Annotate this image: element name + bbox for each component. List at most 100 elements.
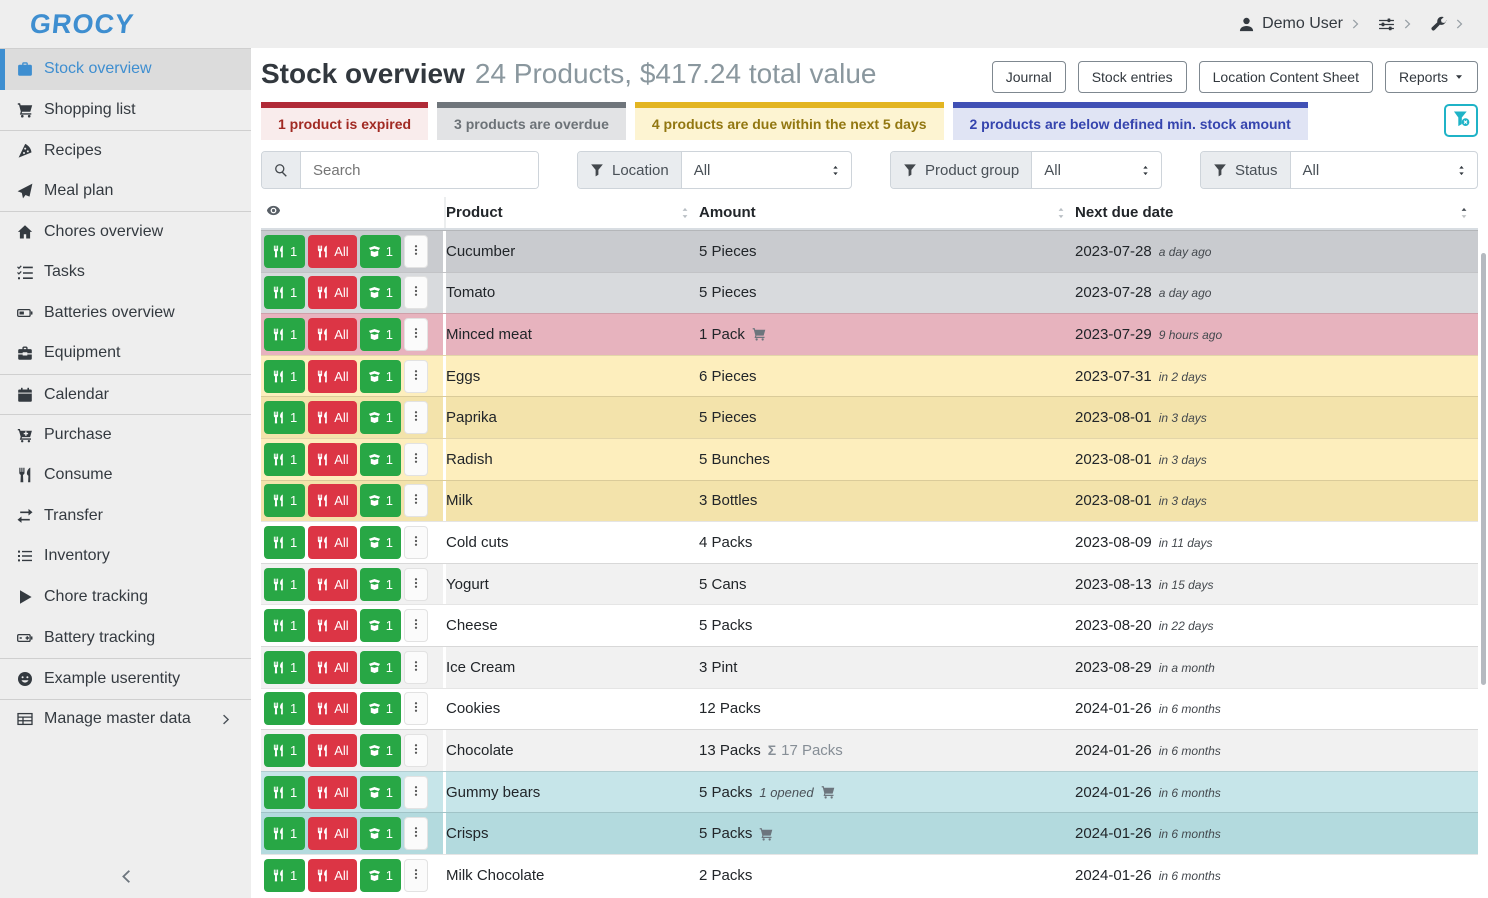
open-one-button[interactable]: 1 (359, 484, 401, 518)
sidebar-item-stock-overview[interactable]: Stock overview (0, 49, 251, 90)
consume-all-button[interactable]: All (308, 317, 357, 351)
consume-one-button[interactable]: 1 (264, 442, 306, 476)
sidebar-item-chore-tracking[interactable]: Chore tracking (0, 577, 251, 618)
row-more-menu-button[interactable] (403, 401, 428, 435)
consume-one-button[interactable]: 1 (264, 525, 306, 559)
consume-one-button[interactable]: 1 (264, 484, 306, 518)
row-more-menu-button[interactable] (403, 609, 428, 643)
sidebar-item-tasks[interactable]: Tasks (0, 252, 251, 293)
product-name[interactable]: Cookies (446, 700, 501, 718)
sidebar-item-meal-plan[interactable]: Meal plan (0, 171, 251, 212)
row-more-menu-button[interactable] (403, 775, 428, 809)
consume-all-button[interactable]: All (308, 609, 357, 643)
sidebar-item-batteries-overview[interactable]: Batteries overview (0, 293, 251, 334)
banner-below-min-stock[interactable]: 2 products are below defined min. stock … (952, 102, 1308, 140)
settings-menu[interactable] (1378, 16, 1414, 33)
sort-icon-next-due-date[interactable] (1458, 207, 1470, 219)
product-name[interactable]: Cheese (446, 617, 498, 635)
journal-button[interactable]: Journal (991, 61, 1066, 93)
consume-one-button[interactable]: 1 (264, 276, 306, 310)
sidebar-item-inventory[interactable]: Inventory (0, 536, 251, 577)
product-name[interactable]: Yogurt (446, 575, 489, 593)
consume-one-button[interactable]: 1 (264, 234, 306, 268)
column-header-product[interactable]: Product (446, 197, 699, 228)
sidebar-collapse-button[interactable] (0, 868, 251, 890)
sidebar-item-recipes[interactable]: Recipes (0, 130, 251, 171)
consume-all-button[interactable]: All (308, 276, 357, 310)
consume-all-button[interactable]: All (308, 650, 357, 684)
row-more-menu-button[interactable] (403, 317, 428, 351)
open-one-button[interactable]: 1 (359, 234, 401, 268)
product-name[interactable]: Tomato (446, 284, 496, 302)
vertical-scrollbar[interactable] (1481, 253, 1486, 685)
banner-overdue[interactable]: 3 products are overdue (437, 102, 626, 140)
sidebar-item-manage-master-data[interactable]: Manage master data (0, 698, 251, 740)
row-more-menu-button[interactable] (403, 567, 428, 601)
sidebar-item-consume[interactable]: Consume (0, 455, 251, 496)
consume-one-button[interactable]: 1 (264, 775, 306, 809)
product-name[interactable]: Radish (446, 450, 493, 468)
product-name[interactable]: Crisps (446, 825, 489, 843)
open-one-button[interactable]: 1 (359, 567, 401, 601)
product-name[interactable]: Chocolate (446, 741, 514, 759)
open-one-button[interactable]: 1 (359, 609, 401, 643)
row-more-menu-button[interactable] (403, 234, 428, 268)
stock-entries-button[interactable]: Stock entries (1077, 61, 1187, 93)
product-name[interactable]: Cucumber (446, 242, 516, 260)
open-one-button[interactable]: 1 (359, 775, 401, 809)
row-more-menu-button[interactable] (403, 692, 428, 726)
consume-all-button[interactable]: All (308, 484, 357, 518)
sidebar-item-transfer[interactable]: Transfer (0, 496, 251, 537)
consume-all-button[interactable]: All (308, 359, 357, 393)
row-more-menu-button[interactable] (403, 442, 428, 476)
sidebar-item-chores-overview[interactable]: Chores overview (0, 211, 251, 252)
row-more-menu-button[interactable] (403, 484, 428, 518)
open-one-button[interactable]: 1 (359, 817, 401, 851)
consume-one-button[interactable]: 1 (264, 858, 306, 892)
product-name[interactable]: Milk (446, 492, 473, 510)
consume-one-button[interactable]: 1 (264, 733, 306, 767)
sidebar-item-calendar[interactable]: Calendar (0, 373, 251, 415)
product-name[interactable]: Minced meat (446, 325, 532, 343)
location-content-sheet-button[interactable]: Location Content Sheet (1198, 61, 1373, 93)
product-name[interactable]: Paprika (446, 409, 497, 427)
open-one-button[interactable]: 1 (359, 650, 401, 684)
consume-all-button[interactable]: All (308, 733, 357, 767)
sort-icon-product[interactable] (679, 207, 691, 219)
consume-all-button[interactable]: All (308, 817, 357, 851)
product-name[interactable]: Cold cuts (446, 533, 509, 551)
location-filter-select[interactable]: All (682, 152, 851, 188)
product-name[interactable]: Milk Chocolate (446, 866, 545, 884)
open-one-button[interactable]: 1 (359, 525, 401, 559)
open-one-button[interactable]: 1 (359, 401, 401, 435)
banner-due-soon[interactable]: 4 products are due within the next 5 day… (634, 102, 944, 140)
consume-one-button[interactable]: 1 (264, 401, 306, 435)
open-one-button[interactable]: 1 (359, 858, 401, 892)
open-one-button[interactable]: 1 (359, 359, 401, 393)
sidebar-item-battery-tracking[interactable]: Battery tracking (0, 617, 251, 658)
columns-visibility-header[interactable] (261, 197, 446, 228)
column-header-amount[interactable]: Amount (699, 197, 1075, 228)
open-one-button[interactable]: 1 (359, 317, 401, 351)
sidebar-item-purchase[interactable]: Purchase (0, 414, 251, 455)
search-input[interactable] (301, 152, 538, 188)
consume-one-button[interactable]: 1 (264, 817, 306, 851)
consume-all-button[interactable]: All (308, 442, 357, 476)
row-more-menu-button[interactable] (403, 525, 428, 559)
consume-all-button[interactable]: All (308, 692, 357, 726)
product-name[interactable]: Gummy bears (446, 783, 541, 801)
open-one-button[interactable]: 1 (359, 733, 401, 767)
open-one-button[interactable]: 1 (359, 442, 401, 476)
row-more-menu-button[interactable] (403, 733, 428, 767)
banner-expired[interactable]: 1 product is expired (261, 102, 429, 140)
row-more-menu-button[interactable] (403, 817, 428, 851)
sort-icon-amount[interactable] (1055, 207, 1067, 219)
status-filter-select[interactable]: All (1291, 152, 1477, 188)
consume-all-button[interactable]: All (308, 525, 357, 559)
sidebar-item-example-userentity[interactable]: Example userentity (0, 657, 251, 699)
row-more-menu-button[interactable] (403, 359, 428, 393)
reports-dropdown-button[interactable]: Reports (1384, 61, 1478, 93)
column-header-next-due-date[interactable]: Next due date (1075, 197, 1478, 228)
product-group-filter-select[interactable]: All (1032, 152, 1161, 188)
consume-one-button[interactable]: 1 (264, 567, 306, 601)
